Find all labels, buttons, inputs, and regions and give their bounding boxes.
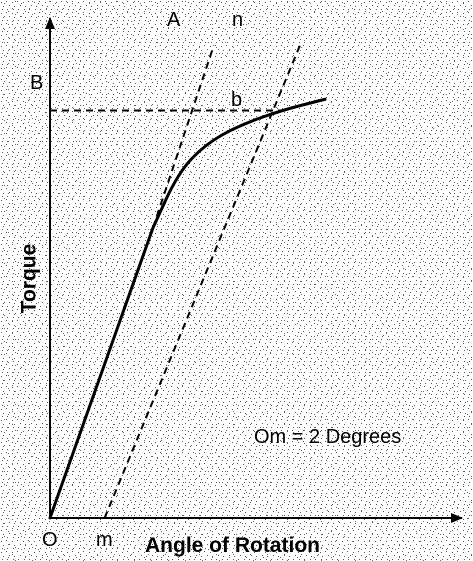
origin-label: O [42,529,58,551]
offset-line-label: n [232,9,244,31]
offset-dashed-line-n [103,45,301,519]
x-axis-title: Angle of Rotation [145,534,320,557]
torque-level-label: B [30,72,44,94]
offset-point-label: m [96,529,113,551]
elastic-line-label: A [167,9,181,31]
elastic-dashed-line-A [151,45,215,229]
torque-angle-curve [48,97,327,520]
offset-annotation: Om = 2 Degrees [254,426,402,448]
intersection-label: b [231,89,243,111]
y-axis-title: Torque [17,243,41,314]
